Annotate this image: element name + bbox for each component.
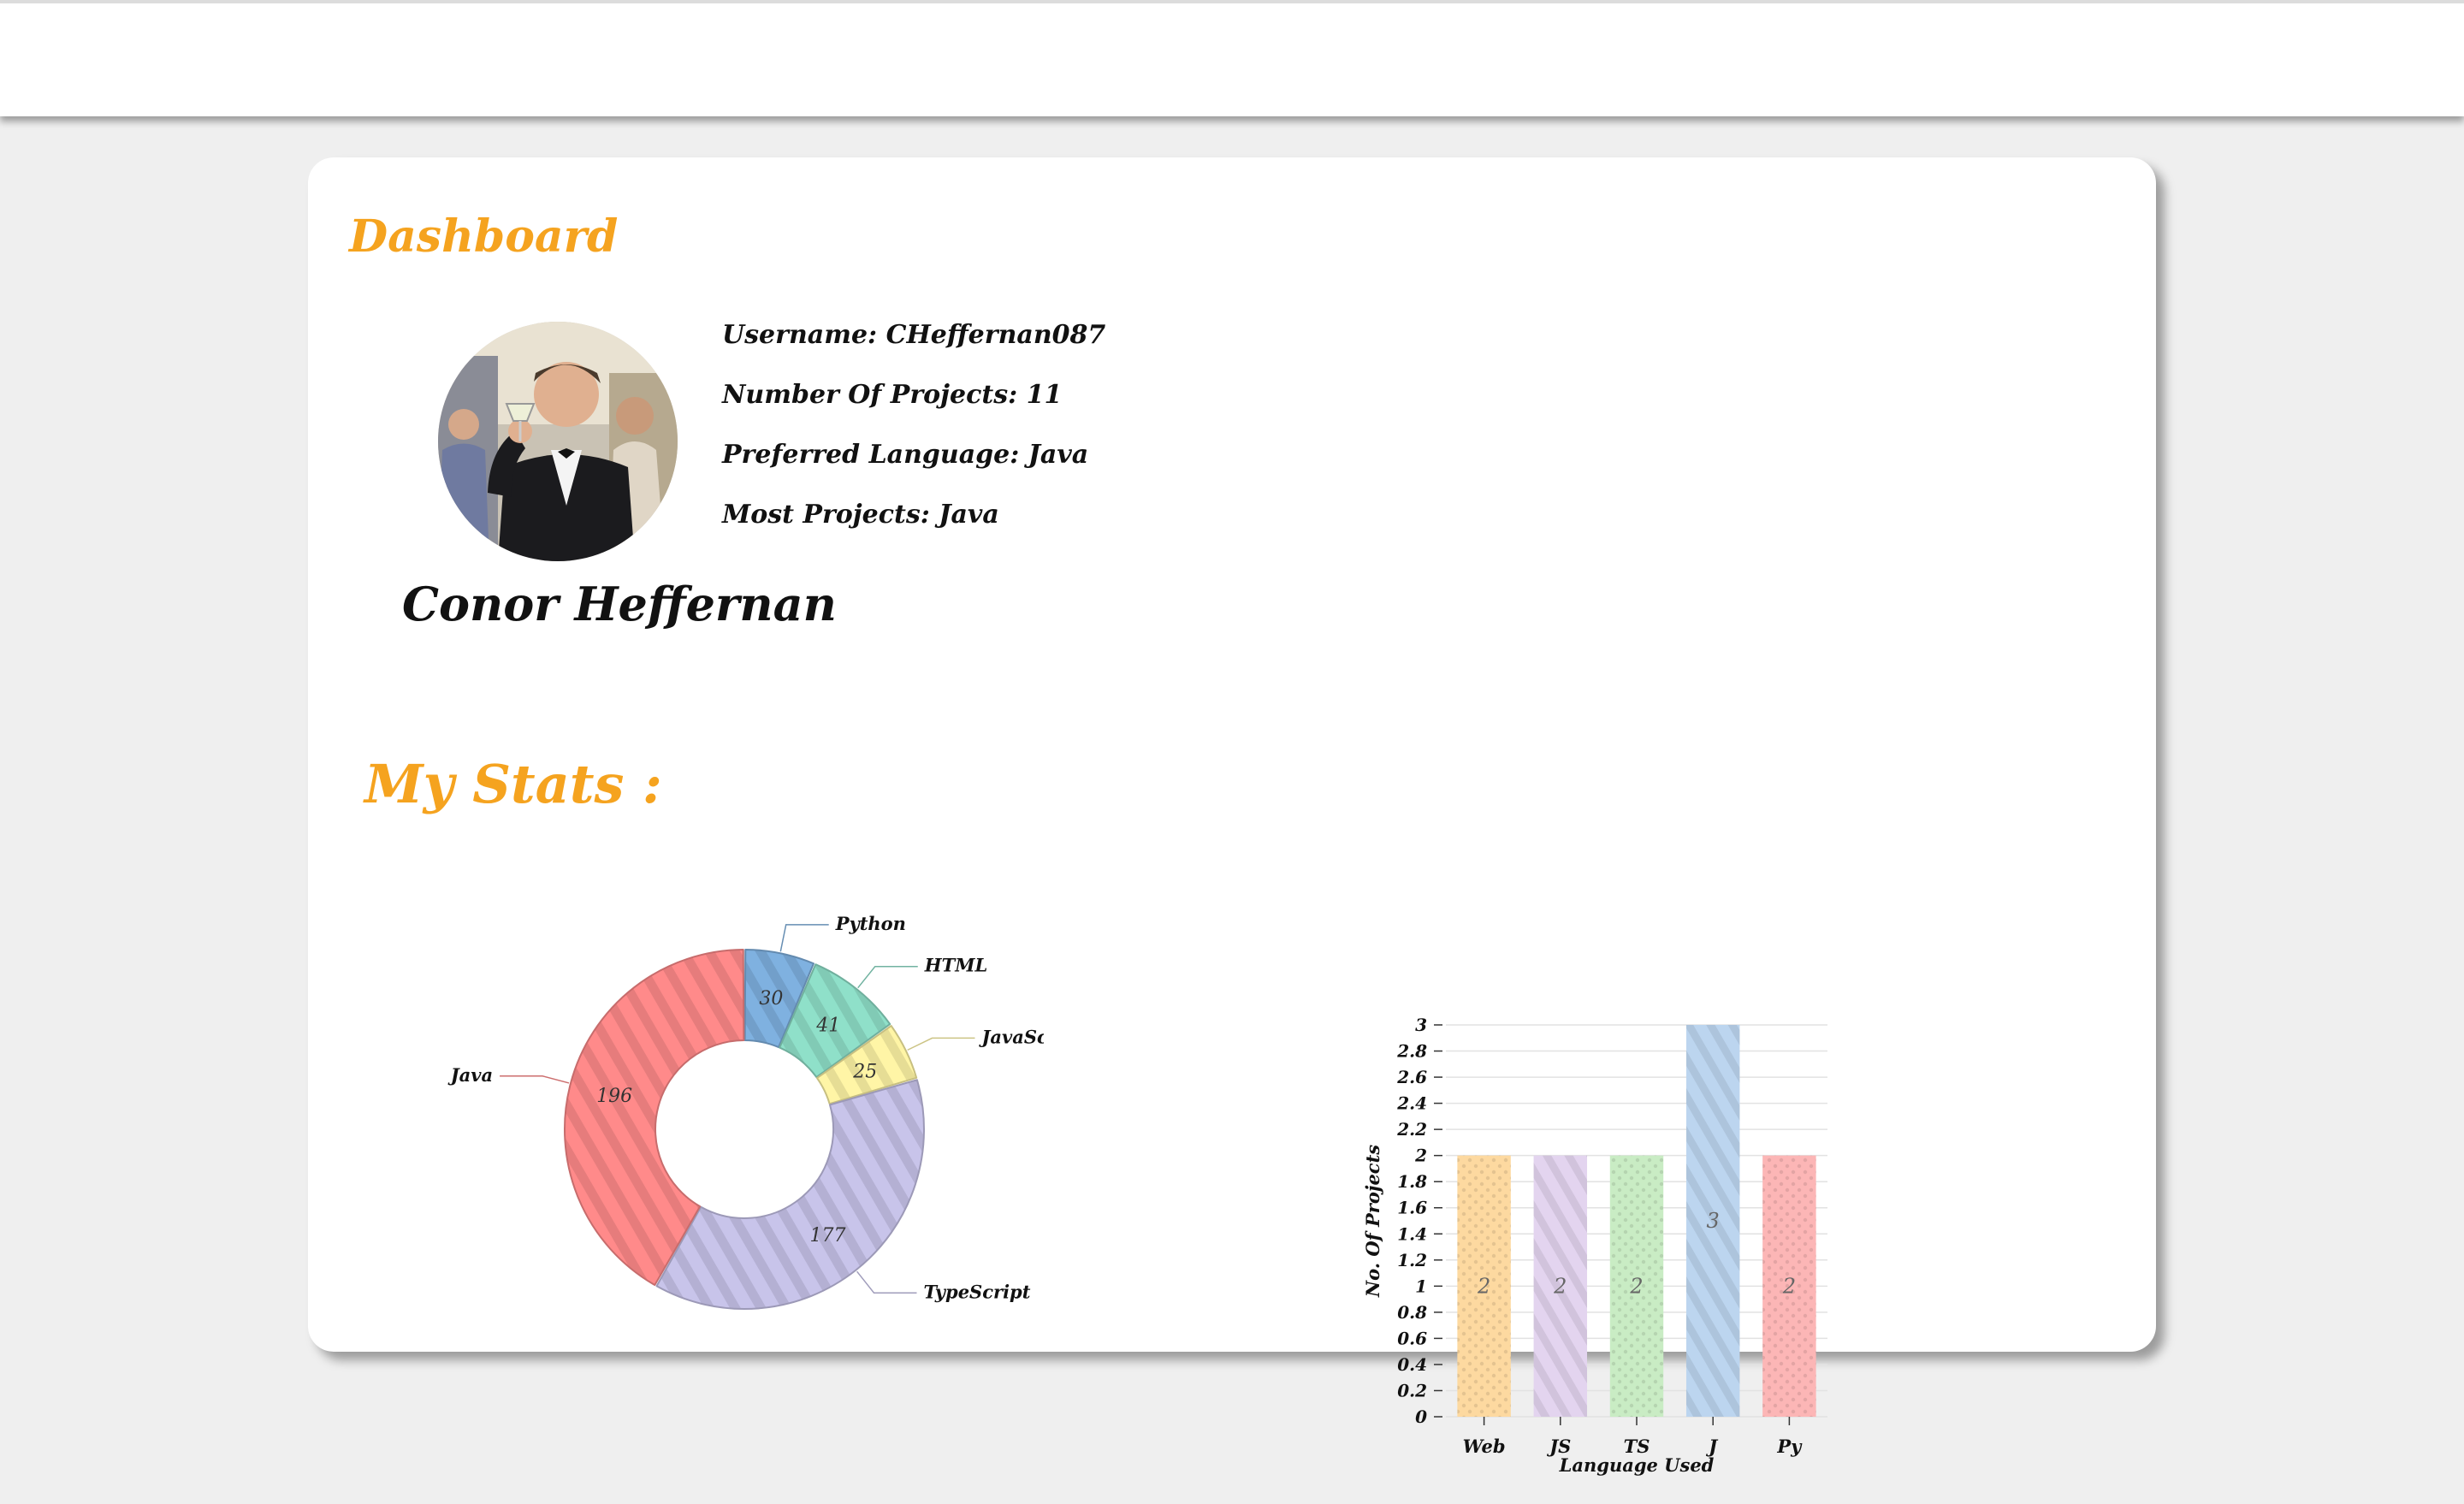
donut-leader-typescript: [856, 1270, 917, 1294]
bar-value-j: 3: [1707, 1209, 1720, 1233]
projects-bar-chart: 0 0.2 0.4 0.6 0.8 1 1.2 1.4 1.6 1.8 2 2.2 2.4 2.6 2.8 3…: [1335, 833, 2156, 1501]
y-tick-label: 2.4: [1396, 1093, 1427, 1114]
preferred-language-label: Preferred Language:: [722, 440, 1020, 470]
donut-label-typescript: TypeScript: [923, 1281, 1030, 1302]
project-count-row: Number Of Projects: 11: [722, 378, 1105, 438]
y-tick-label: 2: [1414, 1146, 1427, 1166]
bar-j: [1685, 1025, 1740, 1417]
y-tick-label: 1.4: [1397, 1223, 1427, 1244]
y-tick-label: 2.2: [1396, 1119, 1427, 1140]
donut-slice-javascript: [816, 1025, 918, 1105]
y-tick-label: 0.8: [1397, 1302, 1427, 1323]
donut-leader-python: [779, 924, 829, 952]
profile-full-name: Conor Heffernan: [402, 577, 837, 631]
bar-web: [1457, 1155, 1511, 1417]
most-projects-label: Most Projects:: [722, 500, 930, 530]
bar-js: [1533, 1155, 1588, 1417]
donut-value-java: 196: [596, 1086, 632, 1107]
bar-ts: [1609, 1155, 1664, 1417]
x-axis-label: Language Used: [1559, 1454, 1715, 1476]
donut-leader-java: [500, 1075, 570, 1084]
y-tick-label: 1: [1415, 1276, 1427, 1296]
most-projects-row: Most Projects: Java: [722, 498, 1105, 558]
bar-py: [1762, 1155, 1816, 1417]
username-value: CHeffernan087: [886, 320, 1106, 350]
top-navbar: [0, 0, 2464, 116]
donut-slice-html: [779, 963, 891, 1079]
y-tick-label: 0.4: [1397, 1354, 1427, 1375]
donut-label-html: HTML: [924, 955, 987, 976]
y-tick-label: 0: [1415, 1406, 1427, 1427]
donut-leader-javascript: [907, 1037, 975, 1051]
preferred-language-row: Preferred Language: Java: [722, 438, 1105, 498]
x-tick-label-web: Web: [1463, 1436, 1506, 1457]
y-tick-label: 3: [1415, 1015, 1427, 1035]
project-count-value: 11: [1026, 380, 1063, 410]
y-tick-label: 0.6: [1397, 1328, 1427, 1348]
donut-value-typescript: 177: [809, 1225, 845, 1246]
donut-value-html: 41: [815, 1015, 840, 1037]
bar-value-ts: 2: [1629, 1274, 1643, 1298]
languages-donut-chart: 30 Python 41 HTML 25 JavaScript 177 TypeScript 1…: [445, 859, 1086, 1458]
bar-value-py: 2: [1782, 1274, 1796, 1298]
donut-slice-python: [743, 949, 814, 1049]
profile-info-list: Username: CHeffernan087 Number Of Projec…: [722, 318, 1105, 558]
x-tick-label-py: Py: [1776, 1436, 1803, 1457]
username-label: Username:: [722, 320, 878, 350]
y-tick-label: 1.2: [1397, 1250, 1427, 1270]
donut-label-python: Python: [835, 913, 906, 934]
stats-title: My Stats :: [364, 753, 662, 815]
bar-value-web: 2: [1477, 1274, 1490, 1298]
y-tick-label: 2.8: [1396, 1041, 1427, 1062]
donut-slice-java: [564, 949, 745, 1287]
y-tick-label: 1.6: [1397, 1198, 1427, 1218]
donut-slice-typescript: [655, 1079, 925, 1310]
most-projects-value: Java: [939, 500, 999, 530]
y-tick-label: 2.6: [1396, 1067, 1427, 1087]
donut-value-python: 30: [759, 988, 783, 1010]
donut-label-javascript: JavaScript: [978, 1026, 1044, 1047]
dashboard-title: Dashboard: [349, 210, 619, 263]
dashboard-card: Dashboard Conor Heffernan Username: CHef…: [308, 157, 2156, 1476]
profile-avatar: [438, 322, 678, 561]
preferred-language-value: Java: [1028, 440, 1089, 470]
donut-label-java: Java: [447, 1064, 493, 1086]
project-count-label: Number Of Projects:: [722, 380, 1018, 410]
donut-value-javascript: 25: [852, 1061, 877, 1082]
username-row: Username: CHeffernan087: [722, 318, 1105, 378]
bar-value-js: 2: [1553, 1274, 1567, 1298]
donut-leader-html: [857, 965, 918, 989]
y-tick-label: 0.2: [1397, 1380, 1427, 1400]
y-tick-label: 1.8: [1397, 1171, 1427, 1192]
y-axis-label: No. Of Projects: [1362, 1145, 1383, 1298]
